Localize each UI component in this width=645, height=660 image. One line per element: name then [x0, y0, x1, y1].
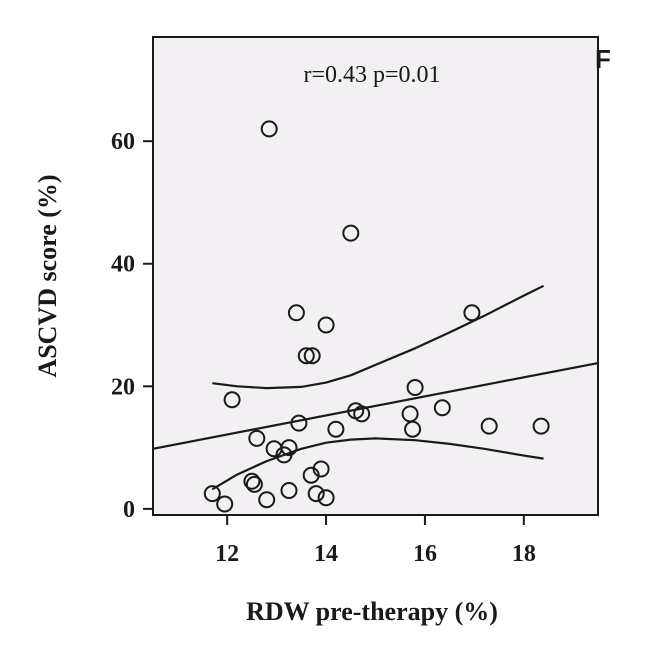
x-tick-label: 16 — [413, 541, 437, 567]
data-point — [480, 417, 498, 435]
data-point — [353, 405, 371, 423]
data-point — [532, 417, 550, 435]
ci-upper-curve — [212, 284, 545, 390]
fit-line — [152, 361, 599, 450]
data-point — [406, 379, 424, 396]
data-point — [275, 446, 293, 464]
x-tick-label: 14 — [314, 541, 338, 567]
x-tick-label: 18 — [512, 541, 536, 567]
data-point — [302, 466, 320, 484]
x-axis-title: RDW pre-therapy (%) — [246, 597, 498, 626]
data-point — [303, 347, 321, 365]
data-point — [433, 399, 451, 417]
panel-corner-label: F — [595, 44, 611, 74]
y-tick-label: 60 — [111, 129, 135, 155]
data-point — [307, 485, 325, 503]
ci-lower-curve — [211, 437, 544, 491]
data-point — [342, 224, 360, 242]
confidence-bands — [211, 284, 545, 491]
data-point — [258, 491, 276, 509]
axes: 0 20 40 60 12 14 16 18 — [111, 129, 536, 567]
data-point — [216, 495, 234, 513]
data-point — [317, 316, 335, 334]
plot-area — [152, 36, 599, 516]
fit-line-group — [152, 361, 599, 450]
data-point — [245, 475, 263, 493]
y-tick-label: 20 — [111, 374, 135, 400]
y-axis-title: ASCVD score (%) — [33, 174, 62, 377]
data-point — [203, 485, 221, 503]
data-point — [404, 420, 422, 438]
data-point — [327, 420, 345, 438]
data-points — [203, 120, 550, 513]
correlation-annotation: r=0.43 p=0.01 — [303, 62, 440, 88]
data-point — [243, 472, 261, 490]
data-point — [223, 391, 241, 409]
data-point — [317, 489, 335, 507]
x-tick-label: 12 — [215, 541, 239, 567]
y-tick-label: 0 — [123, 497, 135, 523]
data-point — [463, 304, 481, 322]
y-tick-label: 40 — [111, 252, 135, 278]
data-point — [248, 429, 266, 447]
data-point — [297, 347, 315, 365]
data-point — [290, 414, 308, 432]
data-point — [280, 482, 298, 499]
data-point — [260, 120, 278, 138]
data-point — [287, 304, 305, 322]
